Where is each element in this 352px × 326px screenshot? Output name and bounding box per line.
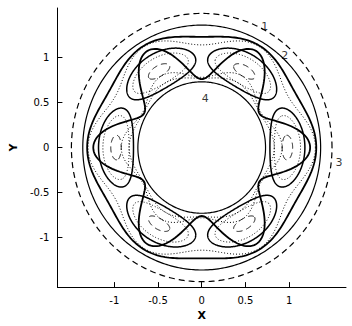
svg-text:1: 1 [261, 20, 268, 33]
svg-text:4: 4 [202, 92, 209, 105]
svg-text:1: 1 [286, 295, 292, 306]
svg-text:0.5: 0.5 [34, 97, 50, 108]
svg-text:0: 0 [43, 142, 49, 153]
svg-text:Y: Y [7, 143, 20, 153]
svg-text:1: 1 [43, 52, 49, 63]
svg-text:-1: -1 [39, 232, 49, 243]
svg-text:-1: -1 [109, 295, 119, 306]
svg-text:X: X [197, 309, 206, 322]
svg-text:0.5: 0.5 [237, 295, 253, 306]
svg-text:-0.5: -0.5 [148, 295, 168, 306]
svg-text:3: 3 [336, 156, 343, 169]
svg-text:2: 2 [281, 49, 288, 62]
svg-text:-0.5: -0.5 [30, 187, 50, 198]
svg-text:0: 0 [199, 295, 205, 306]
